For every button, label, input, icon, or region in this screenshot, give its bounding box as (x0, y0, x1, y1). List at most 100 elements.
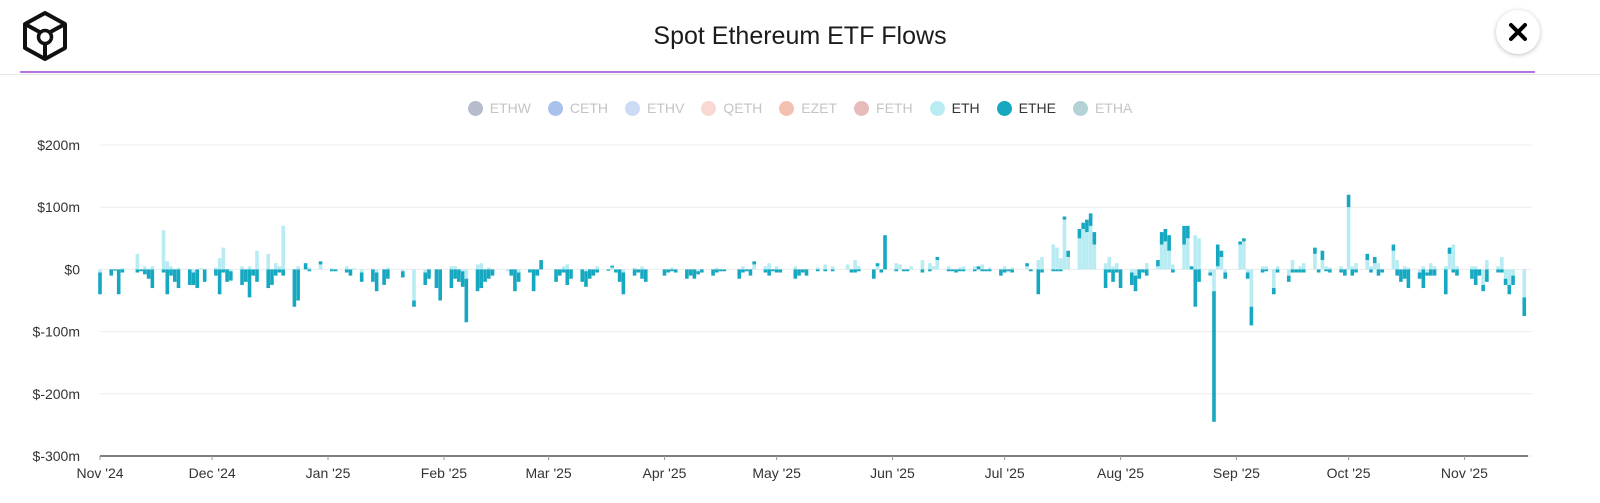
bar-eth (296, 266, 300, 270)
header-bar: Spot Ethereum ETF Flows (0, 0, 1600, 75)
bar-ethe (1511, 275, 1515, 285)
bar-ethe (1085, 219, 1089, 233)
legend-item-ethw[interactable]: ETHW (467, 100, 531, 116)
bar-eth (307, 267, 312, 270)
bar-ethe (1313, 247, 1317, 254)
bar-ethe (580, 269, 585, 282)
legend-item-eth[interactable]: ETH (929, 100, 980, 116)
bar-eth (143, 266, 147, 270)
cube-logo-icon[interactable] (20, 10, 70, 62)
bar-ethe (987, 269, 992, 272)
bar-ethe (1025, 263, 1029, 267)
bar-ethe (292, 269, 297, 307)
bar-ethe (632, 269, 637, 276)
legend-label: ETHW (489, 100, 531, 116)
bar-eth (1107, 256, 1112, 270)
bar-eth (1186, 238, 1190, 270)
bar-eth (1088, 225, 1093, 270)
bar-eth (1040, 256, 1044, 270)
bar-ethe (1372, 256, 1377, 264)
bar-ethe (217, 269, 222, 295)
bar-eth (1328, 267, 1332, 270)
x-tick-label: Jul '25 (985, 465, 1025, 481)
bar-eth (1197, 238, 1201, 270)
bar-ethe (972, 269, 977, 272)
bar-eth (1010, 267, 1014, 270)
bar-ethe (1215, 244, 1220, 267)
bar-eth (774, 266, 779, 270)
bar-ethe (1395, 269, 1399, 276)
bar-eth (516, 269, 521, 273)
legend-swatch (547, 100, 563, 116)
bar-eth (255, 250, 259, 270)
bar-ethe (617, 269, 622, 282)
legend-item-feth[interactable]: FETH (854, 100, 913, 116)
bar-eth (374, 269, 379, 273)
bar-ethe (266, 269, 271, 289)
bar-ethe (872, 269, 876, 279)
legend-item-etha[interactable]: ETHA (1072, 100, 1133, 116)
bar-ethe (752, 261, 756, 265)
bar-eth (1272, 269, 1276, 289)
legend-item-ethv[interactable]: ETHV (625, 100, 684, 116)
bar-eth (1245, 269, 1250, 273)
bar-ethe (281, 269, 285, 276)
legend-item-qeth[interactable]: QETH (701, 100, 762, 116)
bar-ethe (640, 269, 644, 279)
page-title: Spot Ethereum ETF Flows (653, 22, 947, 50)
bar-ethe (109, 269, 114, 276)
bar-ethe (333, 269, 338, 272)
bar-eth (670, 267, 674, 270)
bar-eth (1286, 269, 1291, 276)
bar-eth (1264, 266, 1269, 270)
bar-eth (987, 267, 992, 270)
bar-eth (1473, 266, 1478, 270)
bar-eth (214, 267, 218, 270)
x-tick-label: Dec '24 (189, 465, 236, 481)
bar-eth (1002, 266, 1007, 270)
legend-item-ceth[interactable]: CETH (547, 100, 608, 116)
bar-ethe (225, 269, 229, 282)
bar-ethe (531, 269, 536, 292)
bar-eth (505, 269, 510, 272)
bar-ethe (214, 269, 218, 276)
bar-ethe (857, 269, 861, 272)
bar-eth (1208, 269, 1213, 273)
bar-ethe (1343, 269, 1347, 276)
legend-item-ezet[interactable]: EZET (779, 100, 837, 116)
bar-ethe (928, 269, 932, 272)
bar-ethe (1369, 269, 1373, 273)
bar-ethe (711, 269, 715, 276)
bar-ethe (1219, 250, 1224, 257)
bar-ethe (143, 269, 147, 275)
bar-eth (793, 266, 798, 270)
bar-ethe (621, 272, 626, 295)
bar-eth (1167, 250, 1171, 270)
bar-eth (1451, 244, 1456, 270)
legend-label: ETHA (1094, 100, 1133, 116)
bar-eth (1182, 244, 1186, 270)
close-button[interactable] (1496, 10, 1540, 54)
bar-eth (752, 264, 756, 270)
bar-ethe (1451, 269, 1456, 273)
bar-eth (266, 253, 271, 270)
bar-ethe (1272, 288, 1276, 295)
bar-ethe (191, 272, 196, 285)
bar-ethe (1316, 269, 1321, 273)
bar-ethe (1275, 269, 1280, 273)
bar-eth (199, 268, 203, 270)
bar-ethe (150, 269, 155, 289)
bar-ethe (509, 269, 514, 276)
bar-ethe (935, 256, 940, 261)
bar-eth (460, 269, 465, 272)
bar-ethe (1522, 297, 1527, 317)
bar-ethe (946, 269, 951, 272)
legend-item-ethe[interactable]: ETHE (996, 100, 1056, 116)
bar-ethe (427, 269, 431, 279)
bar-ethe (1058, 269, 1063, 272)
bar-eth (1301, 263, 1306, 270)
bar-ethe (1103, 269, 1108, 289)
bar-ethe (120, 269, 125, 273)
bar-ethe (905, 269, 910, 272)
bar-ethe (670, 269, 674, 272)
